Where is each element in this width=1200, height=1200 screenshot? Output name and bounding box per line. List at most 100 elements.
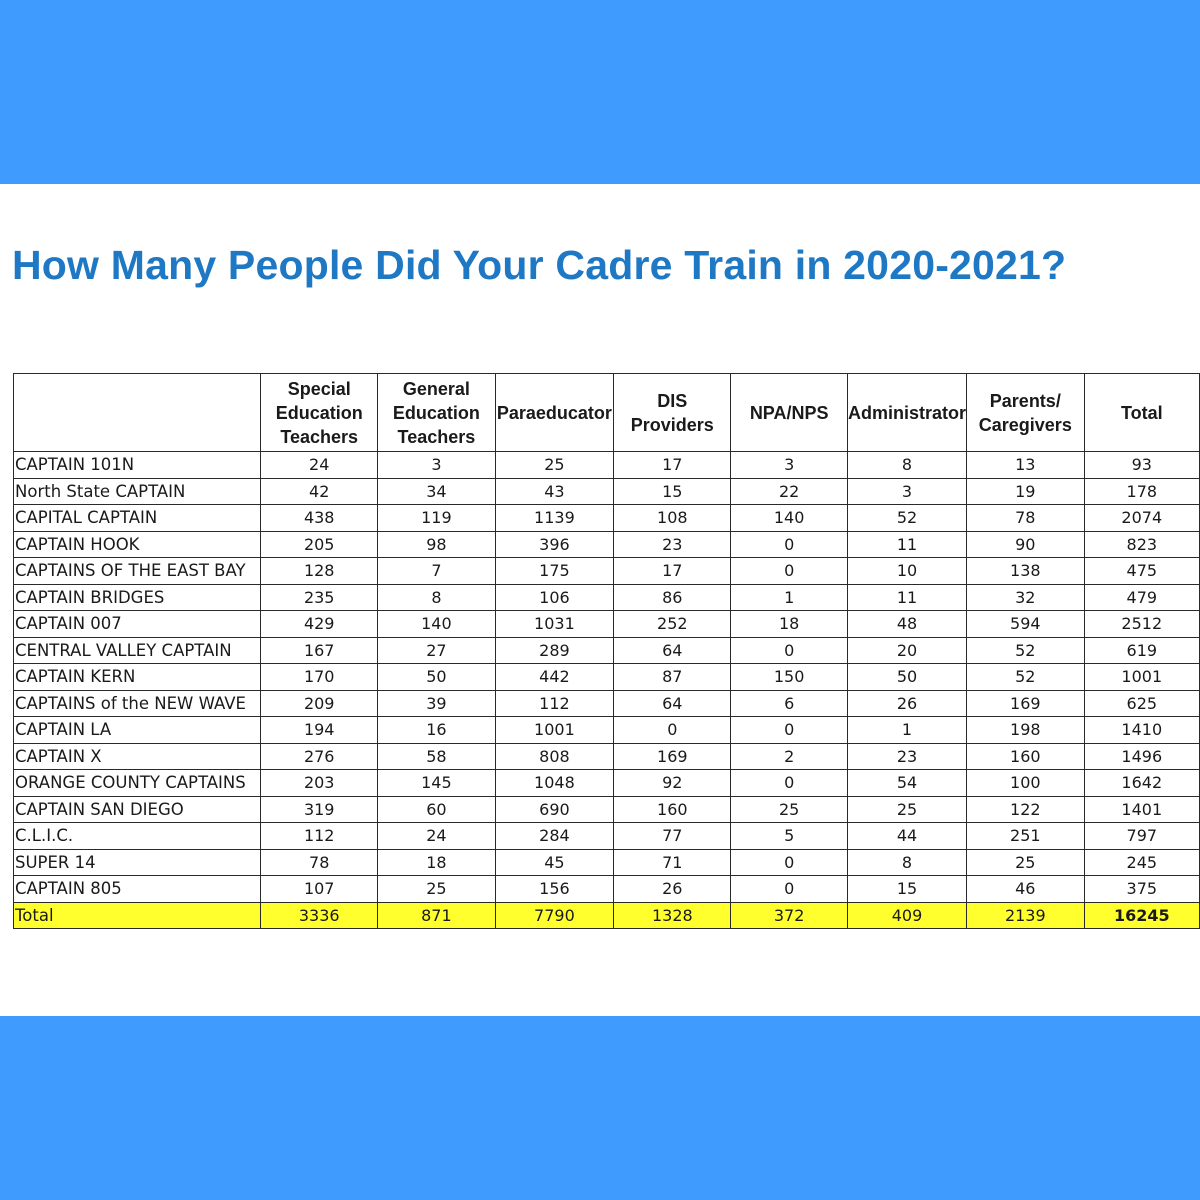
table-row: CAPTAINS OF THE EAST BAY 128 7 175 17 0 10 138 4… xyxy=(12,557,1200,585)
table-cell: 475 xyxy=(1083,557,1200,585)
table-cell: 106 xyxy=(494,583,615,611)
table-cell: 1410 xyxy=(1083,716,1200,744)
table-row: CAPTAINS of the NEW WAVE 209 39 112 64 6 26 169… xyxy=(12,689,1200,717)
table-cell: 594 xyxy=(966,610,1085,638)
table-row: C.L.I.C. 112 24 284 77 5 44 251 797 xyxy=(12,822,1200,850)
table-cell: 0 xyxy=(730,875,849,903)
table-cell: 23 xyxy=(613,530,732,558)
table-cell: 438 xyxy=(260,504,379,532)
row-label: CAPTAINS OF THE EAST BAY xyxy=(12,557,262,585)
table-cell: 20 xyxy=(847,636,968,664)
table-cell: 156 xyxy=(494,875,615,903)
header-cell-total: Total xyxy=(1083,373,1200,452)
table-cell: 77 xyxy=(613,822,732,850)
table-cell: 1001 xyxy=(494,716,615,744)
table-body: CAPTAIN 101N 24 3 25 17 3 8 13 93 North State CAP… xyxy=(12,451,1200,929)
table-cell: 52 xyxy=(847,504,968,532)
table-cell: 24 xyxy=(260,451,379,479)
table-cell: 1642 xyxy=(1083,769,1200,797)
table-cell: 375 xyxy=(1083,875,1200,903)
table-cell: 16 xyxy=(377,716,496,744)
table-cell: 52 xyxy=(966,636,1085,664)
row-label: CAPTAIN 805 xyxy=(12,875,262,903)
table-cell: 396 xyxy=(494,530,615,558)
table-cell: 45 xyxy=(494,848,615,876)
table-cell: 167 xyxy=(260,636,379,664)
table-cell: 26 xyxy=(613,875,732,903)
table-cell: 209 xyxy=(260,689,379,717)
grand-total-cell: 16245 xyxy=(1083,901,1200,929)
table-cell: 93 xyxy=(1083,451,1200,479)
table-cell: 60 xyxy=(377,795,496,823)
table-row: CAPTAIN BRIDGES 235 8 106 86 1 11 32 479 xyxy=(12,583,1200,611)
table-cell: 150 xyxy=(730,663,849,691)
table-row: ORANGE COUNTY CAPTAINS 203 145 1048 92 0 54 100… xyxy=(12,769,1200,797)
table-cell: 0 xyxy=(730,769,849,797)
table-cell: 2 xyxy=(730,742,849,770)
table-cell: 25 xyxy=(494,451,615,479)
table-cell: 17 xyxy=(613,451,732,479)
table-cell: 8 xyxy=(847,848,968,876)
table-cell: 0 xyxy=(613,716,732,744)
table-cell: 119 xyxy=(377,504,496,532)
table-cell: 3 xyxy=(377,451,496,479)
table-cell: 442 xyxy=(494,663,615,691)
table-cell: 34 xyxy=(377,477,496,505)
table-cell: 43 xyxy=(494,477,615,505)
table-cell: 23 xyxy=(847,742,968,770)
table-cell: 27 xyxy=(377,636,496,664)
table-cell: 39 xyxy=(377,689,496,717)
table-cell: 160 xyxy=(613,795,732,823)
table-cell: 64 xyxy=(613,636,732,664)
table-cell: 15 xyxy=(613,477,732,505)
table-cell: 100 xyxy=(966,769,1085,797)
table-cell: 7 xyxy=(377,557,496,585)
table-cell: 0 xyxy=(730,636,849,664)
table-cell: 112 xyxy=(494,689,615,717)
table-cell: 690 xyxy=(494,795,615,823)
table-cell: 18 xyxy=(377,848,496,876)
table-cell: 0 xyxy=(730,848,849,876)
table-row: CAPTAIN 805 107 25 156 26 0 15 46 375 xyxy=(12,875,1200,903)
table-cell: 175 xyxy=(494,557,615,585)
table-cell: 17 xyxy=(613,557,732,585)
table-cell: 92 xyxy=(613,769,732,797)
row-label: CAPTAIN 101N xyxy=(12,451,262,479)
table-row: CENTRAL VALLEY CAPTAIN 167 27 289 64 0 20 52 619 xyxy=(12,636,1200,664)
table-cell: 90 xyxy=(966,530,1085,558)
row-label: CAPTAIN SAN DIEGO xyxy=(12,795,262,823)
table-cell: 11 xyxy=(847,583,968,611)
table-cell: 1031 xyxy=(494,610,615,638)
row-label: CENTRAL VALLEY CAPTAIN xyxy=(12,636,262,664)
table-cell: 203 xyxy=(260,769,379,797)
header-cell-parents-caregivers: Parents/ Caregivers xyxy=(966,373,1085,452)
table-cell: 1 xyxy=(730,583,849,611)
table-cell: 245 xyxy=(1083,848,1200,876)
table-cell: 2074 xyxy=(1083,504,1200,532)
table-cell: 22 xyxy=(730,477,849,505)
table-cell: 44 xyxy=(847,822,968,850)
table-cell: 429 xyxy=(260,610,379,638)
table-cell: 78 xyxy=(966,504,1085,532)
header-cell-blank xyxy=(12,373,262,452)
table-cell: 42 xyxy=(260,477,379,505)
table-cell: 319 xyxy=(260,795,379,823)
table-row: CAPITAL CAPTAIN 438 119 1139 108 140 52 78 2074 xyxy=(12,504,1200,532)
table-cell: 169 xyxy=(966,689,1085,717)
table-cell: 26 xyxy=(847,689,968,717)
row-label: CAPTAIN KERN xyxy=(12,663,262,691)
row-label: CAPTAINS of the NEW WAVE xyxy=(12,689,262,717)
table-cell: 479 xyxy=(1083,583,1200,611)
table-cell: 98 xyxy=(377,530,496,558)
table-cell: 25 xyxy=(730,795,849,823)
table-cell: 48 xyxy=(847,610,968,638)
table-cell: 178 xyxy=(1083,477,1200,505)
table-cell: 87 xyxy=(613,663,732,691)
table-cell: 25 xyxy=(966,848,1085,876)
row-label: CAPTAIN HOOK xyxy=(12,530,262,558)
table-cell: 251 xyxy=(966,822,1085,850)
table-cell: 71 xyxy=(613,848,732,876)
table-cell: 198 xyxy=(966,716,1085,744)
table-cell: 823 xyxy=(1083,530,1200,558)
table-cell: 122 xyxy=(966,795,1085,823)
